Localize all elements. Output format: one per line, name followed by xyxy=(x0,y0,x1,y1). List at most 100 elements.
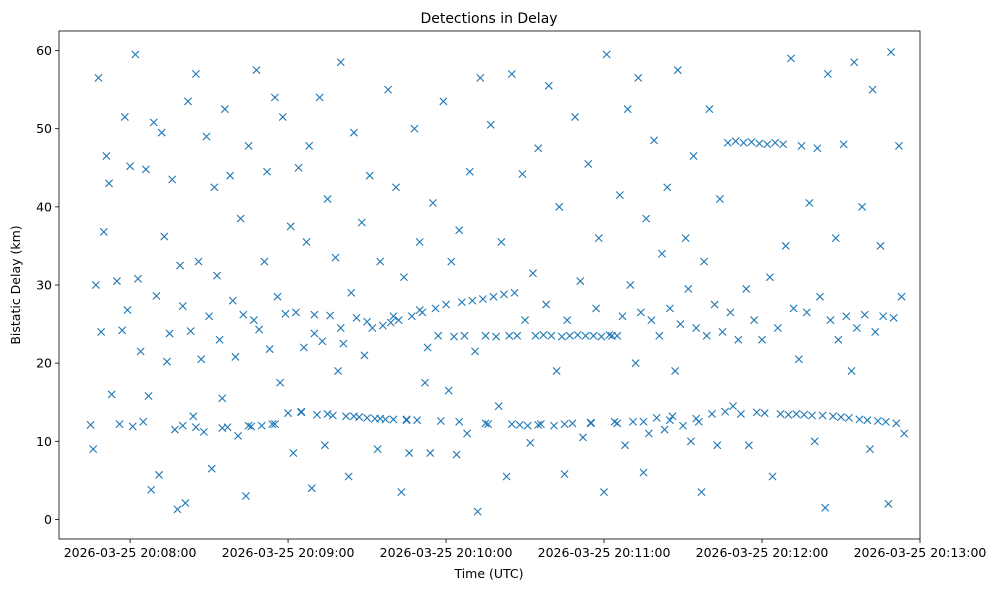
scatter-point xyxy=(205,312,214,321)
scatter-point xyxy=(152,291,161,300)
scatter-point xyxy=(244,421,253,430)
scatter-point xyxy=(405,449,414,458)
scatter-point xyxy=(455,226,464,235)
scatter-point xyxy=(521,316,530,325)
scatter-point xyxy=(376,257,385,266)
scatter-point xyxy=(471,347,480,356)
scatter-point xyxy=(328,411,337,420)
scatter-point xyxy=(455,417,464,426)
scatter-point xyxy=(539,331,548,340)
scatter-point xyxy=(207,464,216,473)
scatter-point xyxy=(86,420,95,429)
scatter-point xyxy=(860,310,869,319)
scatter-point xyxy=(884,499,893,508)
scatter-point xyxy=(147,485,156,494)
scatter-point xyxy=(768,472,777,481)
scatter-point xyxy=(639,468,648,477)
scatter-point xyxy=(887,48,896,57)
scatter-point xyxy=(189,412,198,421)
scatter-point xyxy=(297,408,306,417)
scatter-point xyxy=(449,332,458,341)
scatter-point xyxy=(323,195,332,204)
y-tick-label: 20 xyxy=(36,356,52,371)
scatter-point xyxy=(199,427,208,436)
scatter-point xyxy=(297,407,306,416)
scatter-point xyxy=(413,416,422,425)
scatter-point xyxy=(839,140,848,149)
scatter-point xyxy=(605,331,614,340)
scatter-point xyxy=(349,412,358,421)
scatter-point xyxy=(718,327,727,336)
y-tick-label: 30 xyxy=(36,278,52,293)
scatter-point xyxy=(270,93,279,102)
scatter-point xyxy=(126,162,135,171)
scatter-point xyxy=(647,316,656,325)
scatter-point xyxy=(460,331,469,340)
scatter-point xyxy=(499,290,508,299)
scatter-point xyxy=(191,423,200,432)
scatter-point xyxy=(697,488,706,497)
scatter-point xyxy=(657,249,666,258)
scatter-point xyxy=(236,214,245,223)
scatter-point xyxy=(510,288,519,297)
scatter-point xyxy=(805,198,814,207)
scatter-point xyxy=(631,359,640,368)
scatter-point xyxy=(281,309,290,318)
chart-title: Detections in Delay xyxy=(420,11,557,27)
scatter-point xyxy=(436,416,445,425)
scatter-point xyxy=(444,386,453,395)
scatter-point xyxy=(249,316,258,325)
scatter-point xyxy=(107,390,116,399)
scatter-point xyxy=(515,420,524,429)
scatter-point xyxy=(318,337,327,346)
scatter-point xyxy=(742,284,751,293)
scatter-point xyxy=(389,415,398,424)
scatter-point xyxy=(600,488,609,497)
scatter-point xyxy=(178,302,187,311)
scatter-point xyxy=(336,58,345,67)
scatter-point xyxy=(871,327,880,336)
scatter-point xyxy=(897,292,906,301)
scatter-point xyxy=(781,241,790,250)
scatter-point xyxy=(597,332,606,341)
scatter-point xyxy=(392,183,401,192)
scatter-point xyxy=(602,50,611,59)
scatter-point xyxy=(415,306,424,314)
scatter-point xyxy=(326,311,335,320)
scatter-point xyxy=(784,410,793,419)
scatter-point xyxy=(339,339,348,348)
scatter-point xyxy=(557,332,566,341)
scatter-point xyxy=(252,66,261,75)
scatter-point xyxy=(573,331,582,340)
scatter-point xyxy=(776,409,785,418)
scatter-point xyxy=(315,93,324,102)
scatter-point xyxy=(818,411,827,420)
scatter-point xyxy=(879,312,888,321)
scatter-point xyxy=(676,320,685,329)
scatter-point xyxy=(710,300,719,309)
scatter-point xyxy=(102,152,111,161)
scatter-point xyxy=(389,312,398,321)
scatter-point xyxy=(173,505,182,514)
scatter-point xyxy=(571,112,580,121)
scatter-point xyxy=(618,312,627,321)
scatter-point xyxy=(823,69,832,78)
scatter-point xyxy=(265,345,274,354)
x-tick-label: 2026-03-25 20:08:00 xyxy=(64,545,197,560)
scatter-point xyxy=(692,323,701,332)
scatter-point xyxy=(744,441,753,450)
scatter-point xyxy=(507,420,516,429)
scatter-point xyxy=(478,295,487,304)
scatter-point xyxy=(155,470,164,479)
scatter-point xyxy=(497,238,506,247)
scatter-point xyxy=(789,304,798,313)
scatter-point xyxy=(299,343,308,352)
scatter-point xyxy=(407,312,416,321)
scatter-point xyxy=(581,331,590,340)
scatter-point xyxy=(494,402,503,411)
scatter-point xyxy=(336,323,345,332)
scatter-point xyxy=(808,411,817,420)
scatter-point xyxy=(700,257,709,266)
